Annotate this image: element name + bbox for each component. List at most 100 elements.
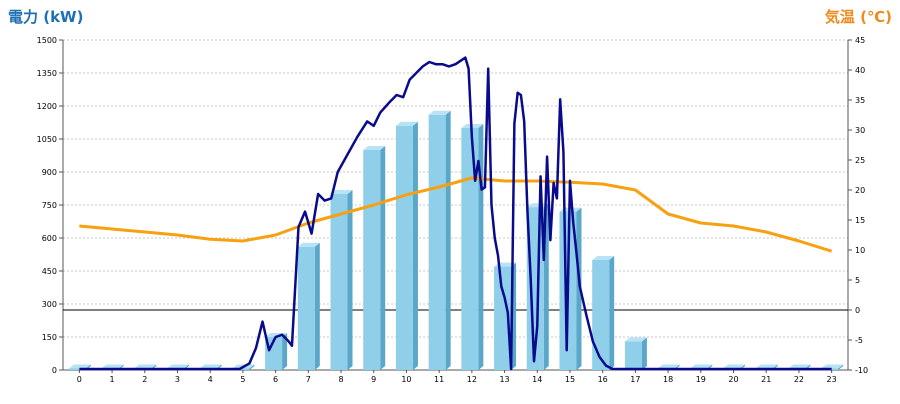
left-tick-label: 300 [42,300,57,309]
bar [265,333,288,370]
x-tick-label: 0 [77,375,82,384]
bar [592,256,615,370]
x-tick-label: 15 [565,375,575,384]
left-tick-label: 1350 [37,69,57,78]
x-tick-label: 11 [434,375,444,384]
bar [297,242,320,370]
x-tick-label: 16 [598,375,608,384]
bar [428,110,451,371]
bar-top [134,364,157,369]
bar-side [641,337,647,370]
x-tick-label: 18 [663,375,673,384]
bar-front [395,125,413,370]
left-tick-label: 900 [42,168,57,177]
bar-side [576,207,582,370]
bar [330,190,353,370]
bar-side [249,364,255,370]
x-tick-label: 2 [142,375,147,384]
left-tick-label: 1050 [37,135,57,144]
bar-side [314,242,320,370]
bar [624,337,647,370]
bar-side [838,364,844,370]
left-tick-label: 750 [42,201,57,210]
right-tick-label: 0 [855,306,860,315]
bar-top [363,146,386,150]
left-tick-label: 450 [42,267,57,276]
x-tick-label: 3 [175,375,180,384]
x-tick-label: 6 [273,375,278,384]
bar [395,121,418,370]
left-tick-label: 600 [42,234,57,243]
right-tick-label: 35 [855,96,865,105]
x-tick-label: 22 [794,375,804,384]
bar-top [755,364,778,369]
bar-top [101,364,124,369]
x-tick-label: 13 [499,375,509,384]
x-tick-label: 20 [728,375,738,384]
bar [363,146,386,370]
bar-top [821,364,844,369]
x-tick-label: 14 [532,375,542,384]
right-tick-label: 25 [855,156,865,165]
right-tick-label: 10 [855,246,865,255]
x-tick-label: 7 [306,375,311,384]
bar-front [428,114,446,370]
x-tick-label: 9 [371,375,376,384]
bar-front [624,341,642,370]
bar-top [297,242,320,247]
right-tick-label: 5 [855,276,860,285]
bar-top [657,364,680,369]
bar [461,124,484,370]
bar-front [68,368,86,370]
right-tick-label: -5 [855,336,863,345]
bar-side [282,333,288,370]
bar-side [445,110,451,371]
bar-top [788,364,811,369]
x-tick-label: 5 [240,375,245,384]
x-tick-label: 12 [467,375,477,384]
bar [559,207,582,370]
bar-front [330,194,348,370]
bar-top [166,364,189,369]
x-tick-label: 4 [208,375,213,384]
bar-side [412,121,418,370]
right-tick-label: 15 [855,216,865,225]
bar-side [380,146,386,370]
bar-top [330,190,353,194]
bar-side [609,256,615,370]
bar-top [526,203,549,208]
temperature-line [79,176,833,253]
bar-top [723,364,746,369]
bar-front [592,260,610,370]
power-line [79,56,832,371]
x-tick-label: 23 [827,375,837,384]
right-tick-label: 40 [855,66,865,75]
x-tick-label: 8 [338,375,343,384]
bar-front [461,128,479,370]
left-tick-label: 1200 [37,102,57,111]
left-tick-label: 150 [42,333,57,342]
right-tick-label: 20 [855,186,865,195]
bar-top [199,364,222,369]
bar-top [624,337,647,342]
bar-top [428,110,451,115]
bar-front [265,337,283,370]
bar-top [68,364,91,369]
bar-side [347,190,353,370]
x-tick-label: 21 [761,375,771,384]
x-tick-label: 10 [401,375,411,384]
bar-front [363,150,381,370]
left-tick-label: 0 [52,366,57,375]
bar-front [494,266,512,370]
left-tick-label: 1500 [37,36,57,45]
bar-front [297,246,315,370]
bar-top [690,364,713,369]
x-tick-label: 19 [696,375,706,384]
bar-top [395,121,418,126]
x-tick-label: 17 [630,375,640,384]
x-tick-label: 1 [110,375,115,384]
right-tick-label: 30 [855,126,865,135]
bar-top [592,256,615,260]
